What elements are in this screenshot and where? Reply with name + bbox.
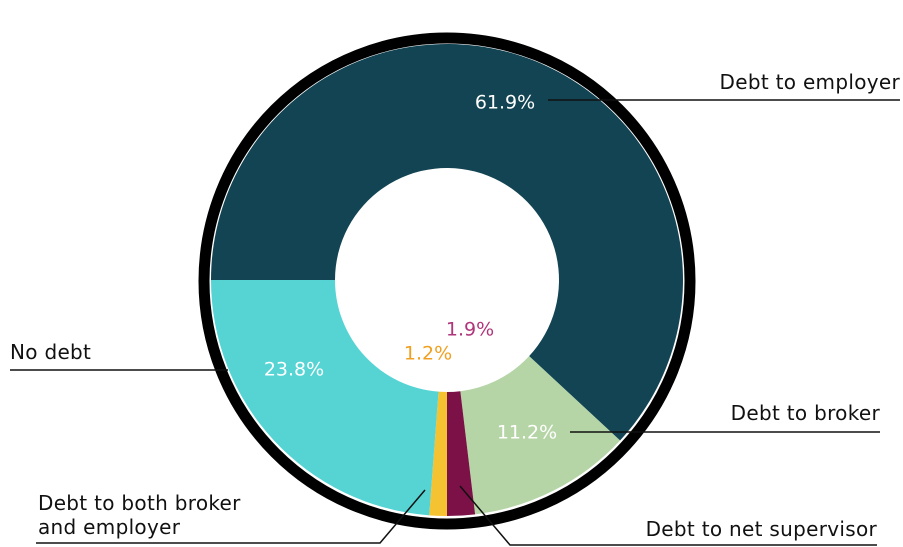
value-label: 1.9%	[446, 319, 494, 341]
category-label: Debt to broker	[730, 401, 880, 425]
donut-segment	[429, 391, 447, 516]
donut-segment	[447, 391, 476, 516]
donut-segment	[460, 356, 621, 515]
category-label: No debt	[10, 340, 92, 364]
donut-segment	[211, 280, 439, 516]
segments	[211, 43, 683, 516]
value-label: 1.2%	[404, 343, 452, 365]
donut-segment	[211, 43, 683, 441]
category-label: Debt to employer	[719, 70, 900, 94]
leader-line	[36, 489, 426, 544]
value-label: 61.9%	[475, 92, 535, 114]
category-label: Debt to both broker and employer	[38, 491, 241, 539]
category-label: Debt to net supervisor	[645, 517, 877, 541]
value-label: 11.2%	[497, 422, 557, 444]
value-label: 23.8%	[264, 359, 324, 381]
outer-ring	[198, 32, 696, 530]
leader-line	[459, 485, 877, 546]
